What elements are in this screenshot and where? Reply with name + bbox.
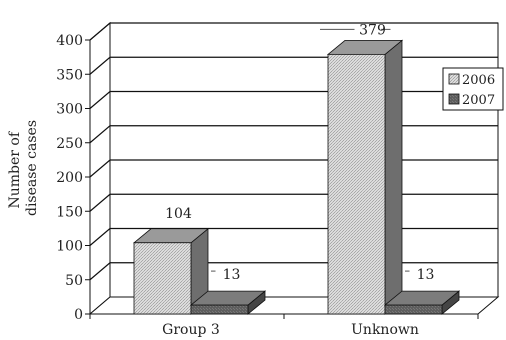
data-label-2006-0: 104 <box>165 206 192 222</box>
y-axis-title: Number of disease cases <box>7 120 40 216</box>
y-tick-label-100: 100 <box>56 239 83 255</box>
bar-front <box>384 304 443 315</box>
bars <box>132 39 461 315</box>
category-label-1: Unknown <box>351 322 419 338</box>
bar-front <box>190 304 249 315</box>
y-tick-label-300: 300 <box>56 102 83 118</box>
y-tick-label-0: 0 <box>74 307 83 323</box>
gridline-400 <box>89 22 498 41</box>
data-labels: 104 13 379 13 <box>165 22 434 283</box>
legend-label-2006: 2006 <box>462 73 495 88</box>
bar-2007-unknown <box>383 290 461 315</box>
y-axis-title-line-1: Number of <box>7 130 23 208</box>
category-label-0: Group 3 <box>162 322 220 338</box>
bar-side <box>384 39 403 315</box>
y-tick-label-350: 350 <box>56 67 83 83</box>
y-tick-labels: 0 50 100 150 200 250 300 350 400 <box>56 33 83 323</box>
category-labels: Group 3 Unknown <box>162 322 419 338</box>
legend-swatch-2007 <box>448 93 460 105</box>
bar-2007-group-3 <box>189 290 267 315</box>
bar-2006-group-3 <box>132 227 210 315</box>
data-label-2007-0: 13 <box>223 267 241 283</box>
y-tick-label-400: 400 <box>56 33 83 49</box>
y-tick-label-50: 50 <box>65 273 83 289</box>
data-label-2007-1: 13 <box>417 267 435 283</box>
y-tick-label-200: 200 <box>56 170 83 186</box>
y-tick-label-250: 250 <box>56 136 83 152</box>
y-tick-label-150: 150 <box>56 204 83 220</box>
legend-label-2007: 2007 <box>462 93 495 108</box>
legend-swatch-2006 <box>448 73 460 85</box>
y-axis-title-line-2: disease cases <box>24 120 40 216</box>
legend: 2006 2007 <box>442 67 504 111</box>
data-label-2006-1: 379 <box>359 22 386 38</box>
bar-2006-unknown <box>326 39 404 315</box>
bar-front <box>327 53 386 315</box>
bar-front <box>133 242 192 315</box>
